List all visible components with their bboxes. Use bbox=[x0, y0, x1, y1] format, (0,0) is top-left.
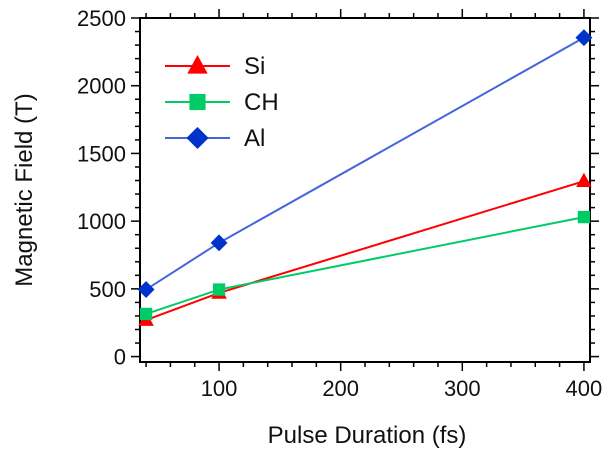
y-tick-label: 500 bbox=[89, 277, 126, 302]
legend-label-al: Al bbox=[244, 125, 265, 152]
axis-ticks: 0 500 1000 1500 2000 2500 100 200 300 400 bbox=[77, 6, 602, 401]
y-tick-label: 0 bbox=[114, 345, 126, 370]
legend-item-ch: CH bbox=[165, 89, 279, 116]
legend-item-si: Si bbox=[165, 53, 265, 80]
x-tick-label: 400 bbox=[566, 376, 603, 401]
x-axis-title: Pulse Duration (fs) bbox=[268, 422, 467, 449]
data-point-ch bbox=[139, 307, 153, 321]
series-al bbox=[137, 29, 593, 298]
data-point-al bbox=[137, 281, 155, 298]
legend-item-al: Al bbox=[165, 125, 265, 152]
y-axis-title: Magnetic Field (T) bbox=[11, 93, 38, 286]
y-tick-label: 1000 bbox=[77, 209, 126, 234]
y-tick-label: 2500 bbox=[77, 6, 126, 31]
data-point-ch bbox=[577, 210, 591, 224]
y-tick-label: 2000 bbox=[77, 74, 126, 99]
series-ch bbox=[139, 210, 591, 321]
legend-label-si: Si bbox=[244, 53, 265, 80]
legend: Si CH Al bbox=[165, 53, 279, 152]
y-tick-label: 1500 bbox=[77, 141, 126, 166]
x-tick-label: 300 bbox=[444, 376, 481, 401]
legend-marker-si bbox=[187, 54, 208, 74]
x-tick-label: 100 bbox=[201, 376, 238, 401]
data-point-si bbox=[576, 172, 592, 188]
data-point-al bbox=[575, 29, 593, 47]
data-point-ch bbox=[212, 283, 226, 296]
data-point-al bbox=[210, 234, 228, 252]
legend-marker-al bbox=[186, 126, 209, 150]
legend-label-ch: CH bbox=[244, 89, 279, 116]
legend-marker-ch bbox=[189, 93, 206, 111]
x-tick-label: 200 bbox=[322, 376, 359, 401]
series-layer bbox=[137, 29, 593, 326]
